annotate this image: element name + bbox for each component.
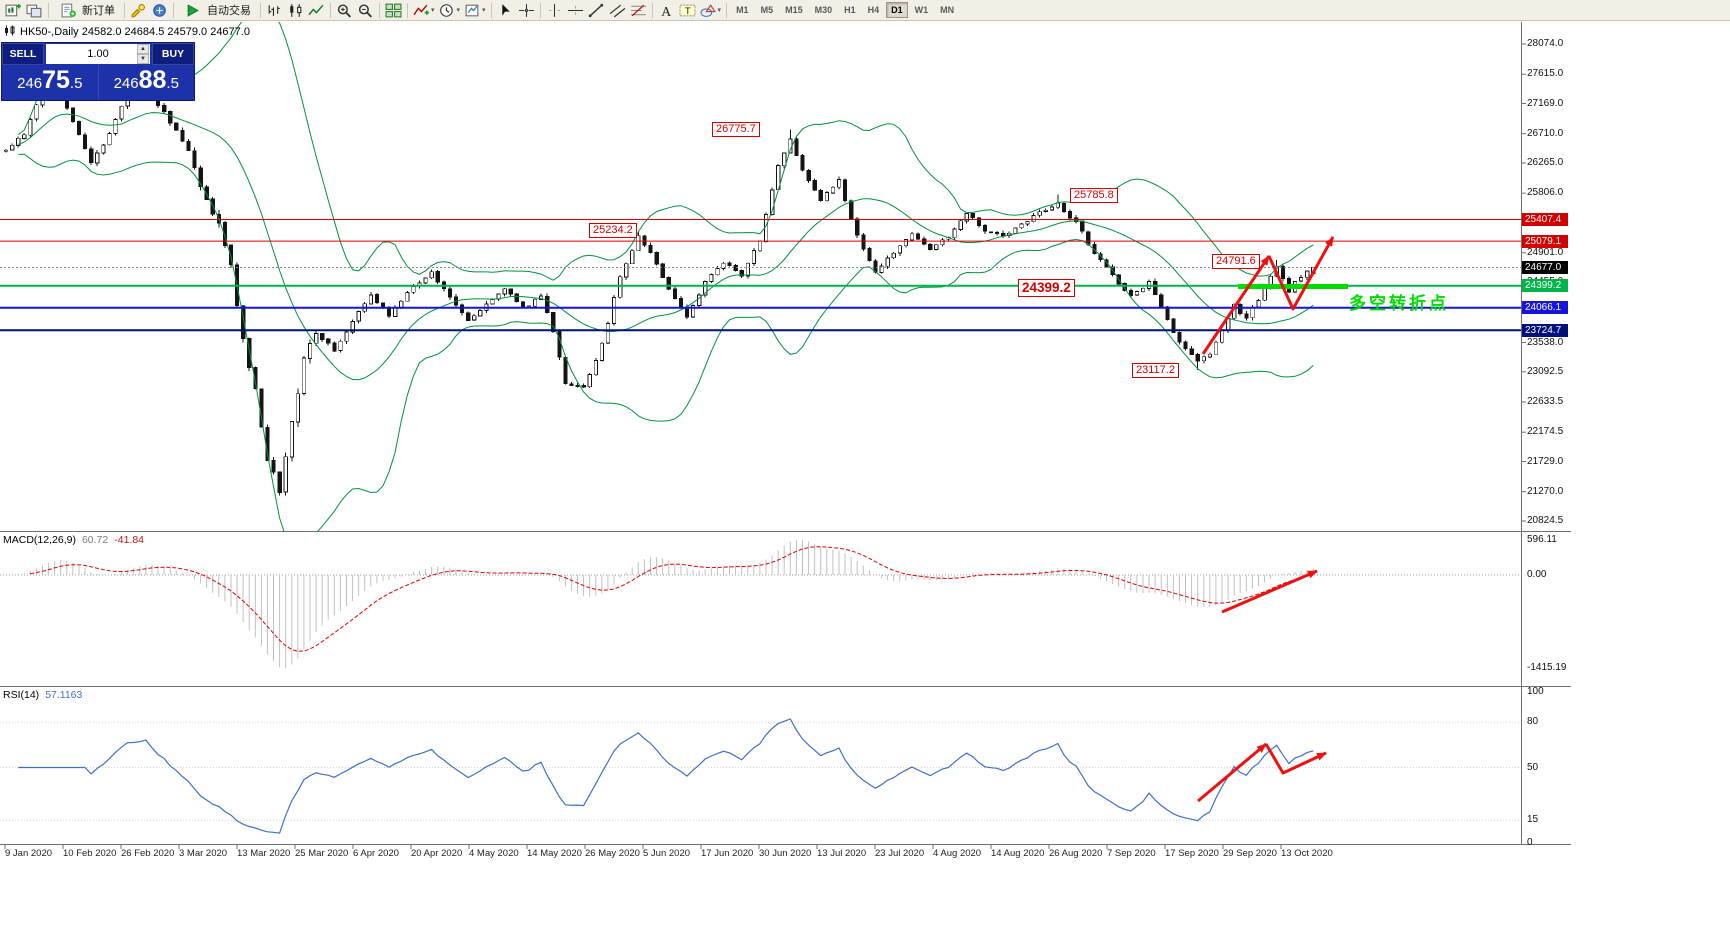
text-icon[interactable]: A (657, 2, 676, 19)
periods-icon[interactable]: ▾ (438, 2, 462, 19)
time-axis[interactable] (0, 844, 1521, 862)
crosshair-icon[interactable] (517, 2, 536, 19)
autotrading-button[interactable]: 自动交易 (178, 1, 256, 19)
toolbar-separator (330, 2, 331, 18)
timeframe-m30-button[interactable]: M30 (814, 5, 833, 15)
indicators-icon[interactable]: ▾ (412, 2, 436, 19)
zoom-out-icon[interactable] (356, 2, 375, 19)
level-lines (0, 219, 1521, 332)
price-callout[interactable]: 24791.6 (1212, 254, 1260, 269)
volume-up-icon[interactable]: ▲ (137, 44, 149, 54)
volume-down-icon[interactable]: ▼ (137, 54, 149, 64)
trend-annotations (1197, 236, 1348, 803)
toolbar-separator (726, 2, 728, 18)
toolbar-separator (260, 2, 261, 18)
toolbar-separator (407, 2, 408, 18)
vertical-line-icon[interactable] (545, 2, 564, 19)
chart-area[interactable] (0, 22, 1521, 531)
trendline-icon[interactable] (587, 2, 606, 19)
tile-windows-icon[interactable] (384, 2, 403, 19)
templates-icon[interactable]: ▾ (463, 2, 487, 19)
zoom-in-icon[interactable] (335, 2, 354, 19)
toolbar-separator (651, 2, 653, 18)
timeframe-mn-button[interactable]: MN (940, 5, 955, 15)
buy-price-suf: .5 (166, 75, 179, 92)
buy-price[interactable]: 246 88.5 (99, 65, 195, 100)
toolbar-separator (48, 2, 49, 18)
toolbar-separator (490, 2, 492, 18)
autotrading-label: 自动交易 (207, 5, 251, 17)
price-callout[interactable]: 25785.8 (1070, 188, 1118, 203)
volume-field[interactable]: 1.00 ▲ ▼ (46, 44, 150, 64)
line-chart-icon[interactable] (307, 2, 326, 19)
pane-separator-macd[interactable] (0, 529, 1571, 533)
toolbar-separator (124, 2, 125, 18)
toolbar-separator (173, 2, 174, 18)
channel-icon[interactable] (608, 2, 627, 19)
buy-price-pre: 246 (113, 75, 139, 92)
timeframe-m5-button[interactable]: M5 (760, 5, 774, 15)
new-order-label: 新订单 (82, 5, 115, 17)
new-order-icon[interactable] (59, 2, 78, 19)
sell-price-big: 75 (42, 66, 70, 94)
metaeditor-icon[interactable] (129, 2, 148, 19)
volume-value: 1.00 (87, 48, 109, 60)
buy-price-big: 88 (138, 66, 167, 94)
pane-frame (0, 22, 1571, 849)
pane-separator-rsi[interactable] (0, 684, 1571, 688)
timeframe-d1-button[interactable]: D1 (886, 2, 908, 18)
timeframe-m15-button[interactable]: M15 (785, 5, 803, 15)
toolbar-separator (539, 2, 541, 18)
options-icon[interactable] (150, 2, 169, 19)
volume-spinner[interactable]: ▲ ▼ (137, 44, 149, 64)
svg-text:T: T (684, 6, 690, 17)
text-label-icon[interactable]: T (678, 2, 697, 19)
profiles-icon[interactable] (25, 2, 44, 19)
horizontal-line-icon[interactable] (566, 2, 585, 19)
one-click-trading-panel: SELL 1.00 ▲ ▼ BUY 246 75.5 246 88.5 (1, 42, 195, 101)
cursor-icon[interactable] (496, 2, 515, 19)
timeframe-m1-button[interactable]: M1 (736, 5, 749, 15)
timeframe-h1-button[interactable]: H1 (844, 5, 856, 15)
fibonacci-icon[interactable] (629, 2, 648, 19)
sell-price-pre: 246 (17, 75, 43, 92)
macd-layer (0, 540, 1521, 668)
price-callout[interactable]: 24399.2 (1018, 279, 1075, 297)
toolbar: 新订单 自动交易 ▾ ▾ ▾ A T ▾ M1 M5 M15 M30 H1 H4 D1 W1 MN (0, 0, 1730, 21)
candles-layer (4, 80, 1316, 496)
price-callout[interactable]: 26775.7 (712, 122, 760, 137)
sell-button[interactable]: SELL (2, 43, 44, 65)
shapes-icon[interactable]: ▾ (699, 2, 723, 19)
svg-text:A: A (661, 3, 671, 17)
autotrading-icon[interactable] (184, 2, 203, 19)
toolbar-separator (379, 2, 380, 18)
candle-chart-icon[interactable] (286, 2, 305, 19)
bar-chart-icon[interactable] (265, 2, 284, 19)
timeframe-w1-button[interactable]: W1 (914, 5, 929, 15)
buy-button[interactable]: BUY (152, 43, 194, 65)
new-order-button[interactable]: 新订单 (53, 1, 120, 19)
sell-price[interactable]: 246 75.5 (2, 65, 99, 100)
price-callout[interactable]: 23117.2 (1132, 363, 1179, 378)
sell-price-suf: .5 (69, 75, 83, 92)
price-callout[interactable]: 25234.2 (589, 223, 637, 238)
rsi-layer (0, 718, 1521, 834)
timeframe-h4-button[interactable]: H4 (867, 5, 880, 15)
new-chart-icon[interactable] (4, 2, 23, 19)
price-axis[interactable] (1521, 22, 1575, 844)
